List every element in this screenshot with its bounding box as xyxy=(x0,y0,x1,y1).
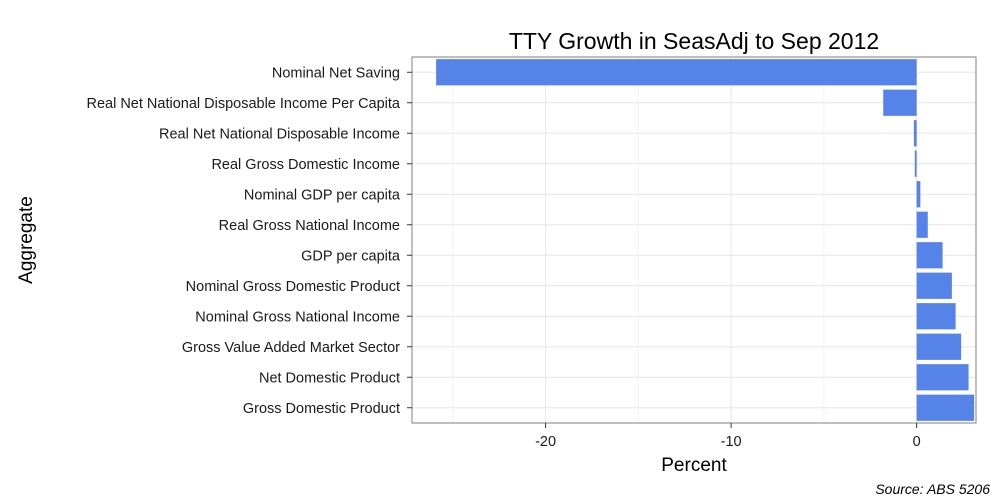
plot-background xyxy=(412,57,976,423)
bar xyxy=(916,272,952,299)
category-label: Real Net National Disposable Income xyxy=(159,126,400,142)
category-label: Real Gross Domestic Income xyxy=(211,157,400,173)
bar xyxy=(914,150,917,177)
bar xyxy=(436,59,917,86)
category-label: Real Net National Disposable Income Per … xyxy=(86,96,400,112)
source-note: Source: ABS 5206 xyxy=(875,481,990,497)
category-label: Nominal Gross National Income xyxy=(195,309,400,325)
category-label: Gross Domestic Product xyxy=(243,401,400,417)
bar xyxy=(916,303,956,330)
bar xyxy=(916,211,928,238)
bar xyxy=(916,394,975,421)
plot-panel-border xyxy=(411,56,977,424)
category-label: Net Domestic Product xyxy=(259,370,400,386)
bar xyxy=(916,181,921,208)
category-label: Nominal GDP per capita xyxy=(244,187,401,203)
category-label: Nominal Net Saving xyxy=(272,65,400,81)
category-label: Nominal Gross Domestic Product xyxy=(186,279,400,295)
bar xyxy=(883,89,917,116)
bar xyxy=(916,364,969,391)
grid xyxy=(412,57,976,423)
chart-title: TTY Growth in SeasAdj to Sep 2012 xyxy=(509,28,879,54)
x-tick-label: -10 xyxy=(721,434,742,450)
x-axis-ticks: -20 -10 0 xyxy=(535,423,921,450)
category-label: GDP per capita xyxy=(301,248,401,264)
bar xyxy=(916,242,943,269)
x-tick-label: 0 xyxy=(913,434,921,450)
x-axis-title: Percent xyxy=(661,455,727,476)
bar xyxy=(913,120,917,147)
category-labels: Nominal Net Saving Real Net National Disp… xyxy=(86,65,412,417)
x-tick-label: -20 xyxy=(535,434,556,450)
category-label: Gross Value Added Market Sector xyxy=(182,340,400,356)
category-label: Real Gross National Income xyxy=(219,218,400,234)
bar xyxy=(916,333,962,360)
bars xyxy=(436,59,975,421)
y-axis-title: Aggregate xyxy=(16,196,37,284)
